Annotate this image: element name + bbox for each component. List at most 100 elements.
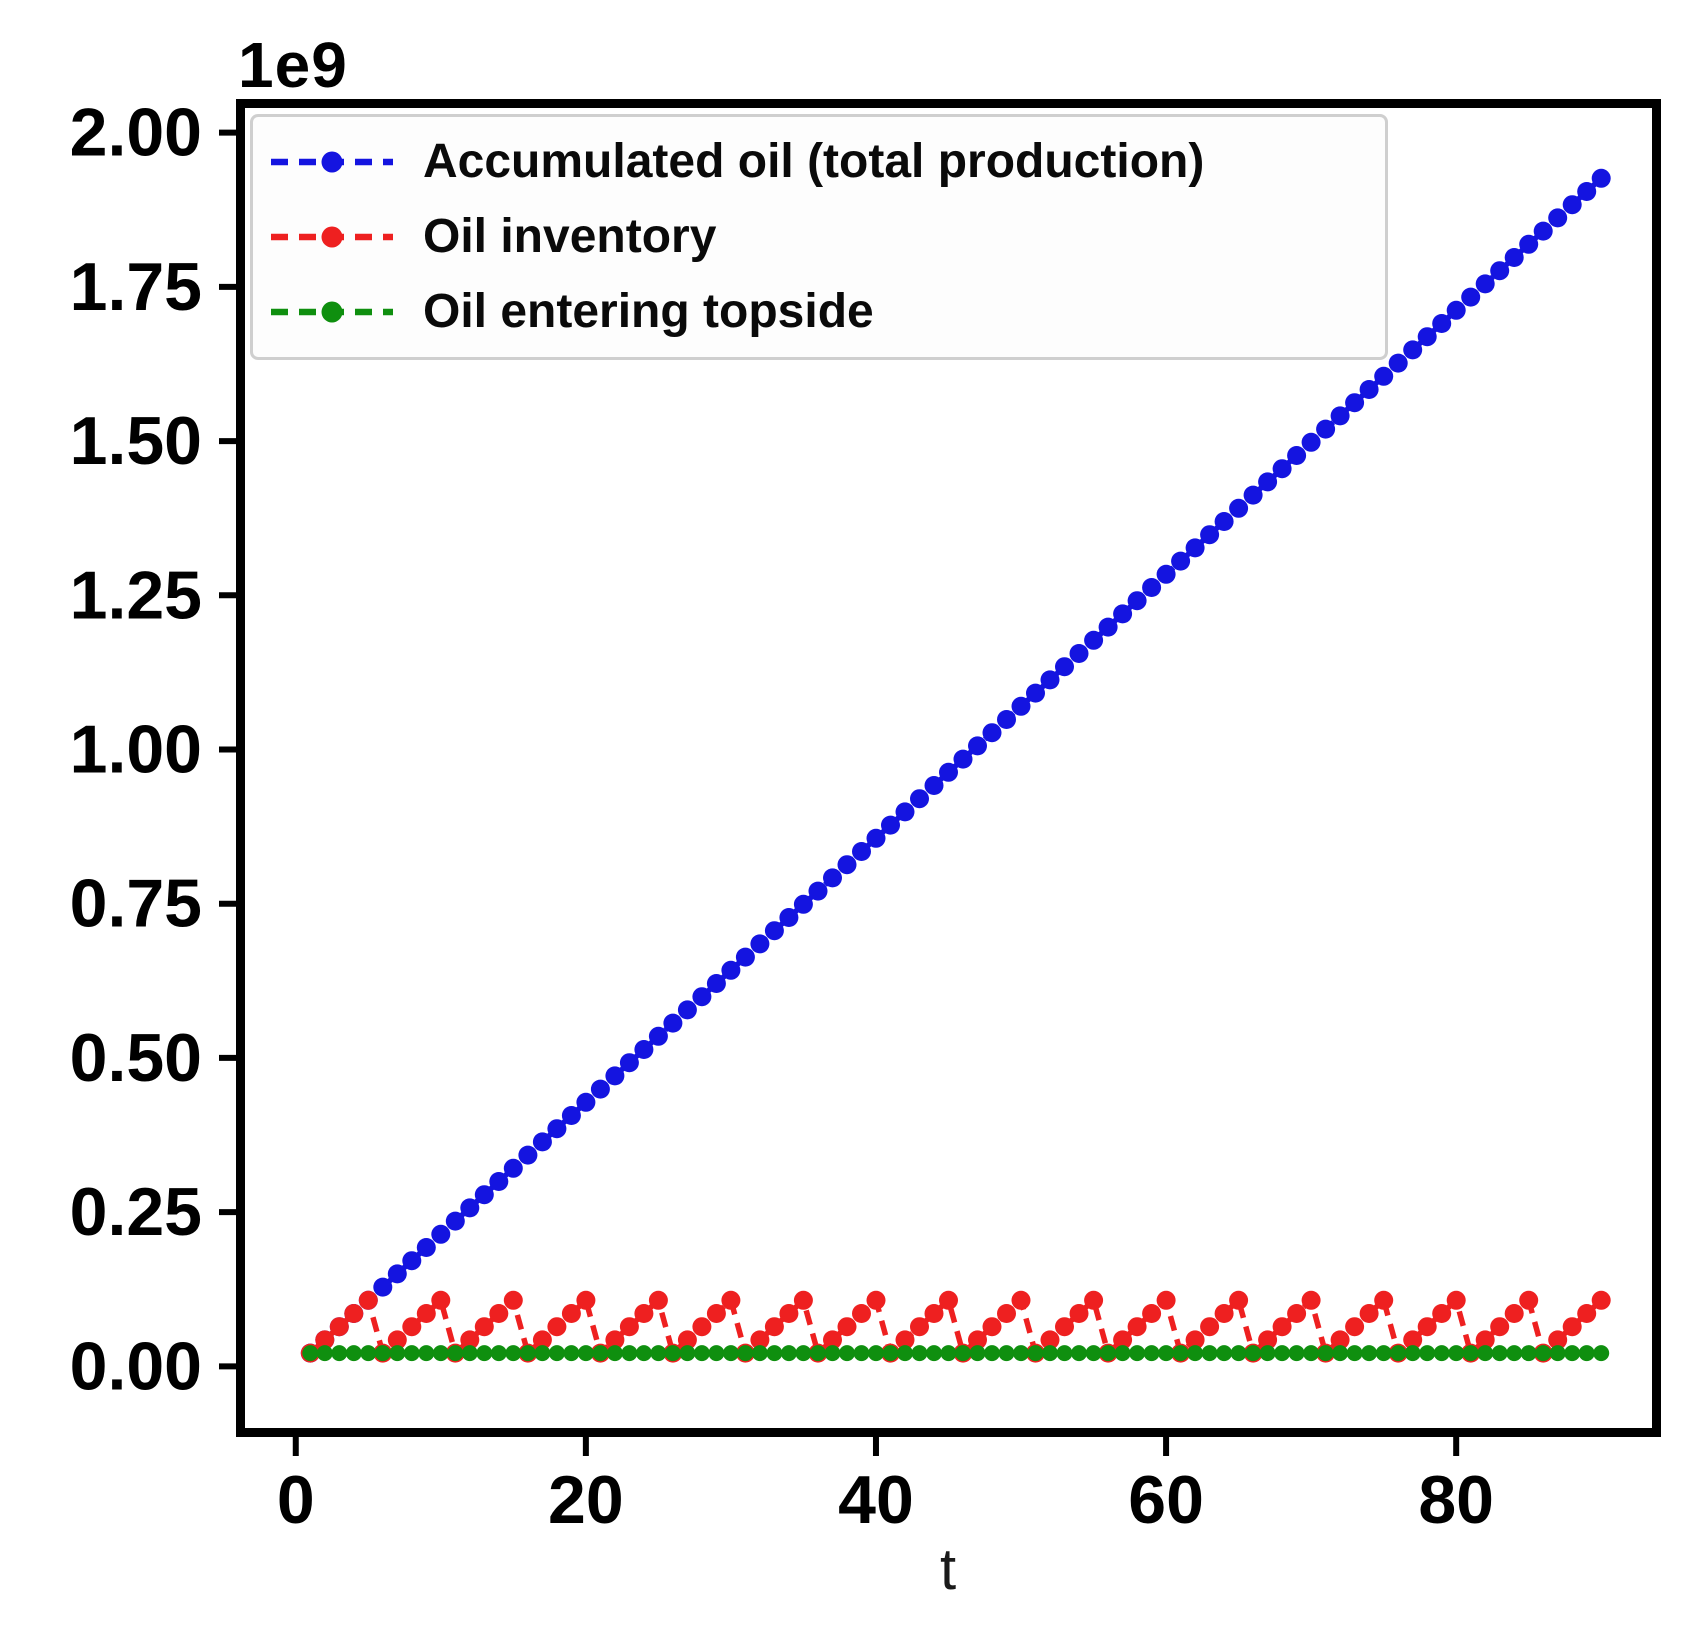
series-marker-oil-entering-topside [374,1345,391,1362]
series-marker-oil-inventory [1142,1304,1162,1323]
series-marker-oil-inventory [1577,1304,1597,1323]
series-marker-accumulated-oil-total-production [1243,485,1263,505]
series-marker-accumulated-oil-total-production [1577,182,1597,201]
series-marker-accumulated-oil-total-production [1185,538,1205,558]
series-marker-accumulated-oil-total-production [1113,604,1133,624]
y-tick-label: 0.50 [70,1020,202,1096]
y-tick-label: 1.25 [70,557,202,633]
series-marker-accumulated-oil-total-production [1403,340,1423,360]
series-marker-oil-entering-topside [548,1345,565,1362]
series-marker-oil-inventory [1330,1330,1350,1350]
legend-marker-dot [321,301,343,323]
series-marker-oil-inventory [358,1290,378,1310]
series-marker-oil-inventory [416,1304,436,1323]
series-marker-oil-entering-topside [461,1345,478,1362]
series-marker-oil-entering-topside [766,1345,783,1362]
series-marker-oil-entering-topside [955,1345,971,1362]
series-marker-accumulated-oil-total-production [808,881,828,901]
series-marker-accumulated-oil-total-production [402,1251,422,1271]
series-marker-oil-inventory [387,1330,407,1350]
series-marker-oil-inventory [1069,1304,1089,1323]
series-marker-oil-entering-topside [505,1345,522,1362]
series-marker-accumulated-oil-total-production [445,1211,465,1231]
series-marker-oil-entering-topside [389,1345,406,1362]
series-marker-accumulated-oil-total-production [1287,446,1307,465]
x-tick-label: 80 [1418,1462,1494,1538]
series-marker-accumulated-oil-total-production [1533,221,1553,241]
series-marker-accumulated-oil-total-production [1432,314,1452,333]
y-tick-label: 0.75 [70,866,202,942]
series-marker-oil-entering-topside [1332,1345,1349,1362]
legend-marker-dot [321,226,343,248]
series-marker-oil-entering-topside [1477,1345,1494,1362]
series-marker-oil-inventory [648,1290,668,1310]
series-marker-oil-inventory [1229,1290,1249,1310]
y-tick-label: 2.00 [70,95,202,171]
series-marker-accumulated-oil-total-production [1504,248,1524,267]
series-marker-oil-inventory [344,1304,364,1323]
series-marker-oil-inventory [431,1290,451,1310]
series-marker-accumulated-oil-total-production [1475,274,1495,294]
series-marker-accumulated-oil-total-production [706,974,726,993]
series-marker-accumulated-oil-total-production [431,1224,451,1244]
series-marker-accumulated-oil-total-production [619,1053,639,1073]
legend-sample-line [271,301,393,323]
series-marker-oil-inventory [1185,1330,1205,1350]
series-marker-oil-entering-topside [679,1345,696,1362]
series-marker-accumulated-oil-total-production [968,736,987,756]
series-marker-oil-inventory [910,1317,929,1337]
series-marker-oil-inventory [503,1290,523,1310]
series-marker-oil-inventory [1345,1317,1365,1337]
series-marker-accumulated-oil-total-production [1359,380,1379,399]
plot-series-group [300,168,1611,1363]
series-marker-oil-inventory [1519,1290,1539,1310]
series-marker-oil-entering-topside [432,1345,449,1362]
series-marker-accumulated-oil-total-production [866,828,886,848]
series-marker-oil-entering-topside [1390,1345,1407,1362]
series-marker-oil-entering-topside [722,1345,739,1362]
series-marker-oil-inventory [1040,1330,1060,1350]
series-marker-accumulated-oil-total-production [1055,657,1074,677]
x-tick-label: 60 [1128,1462,1204,1538]
series-marker-accumulated-oil-total-production [1591,168,1611,188]
series-marker-oil-inventory [329,1317,349,1337]
y-tick-label: 1.50 [70,403,202,479]
series-marker-oil-inventory [924,1304,944,1323]
series-marker-oil-entering-topside [1143,1345,1160,1362]
series-marker-oil-entering-topside [519,1345,536,1362]
series-marker-accumulated-oil-total-production [1142,578,1162,597]
series-marker-oil-entering-topside [1129,1345,1146,1362]
series-marker-oil-entering-topside [751,1345,768,1362]
series-marker-accumulated-oil-total-production [503,1158,523,1178]
y-tick-label: 0.00 [70,1328,202,1404]
series-marker-accumulated-oil-total-production [1040,670,1060,690]
series-marker-oil-entering-topside [868,1345,884,1362]
series-marker-oil-entering-topside [1433,1345,1450,1362]
series-marker-oil-inventory [1200,1317,1220,1337]
series-marker-oil-entering-topside [1172,1345,1189,1362]
series-marker-oil-entering-topside [316,1345,333,1362]
series-marker-accumulated-oil-total-production [735,947,755,967]
series-marker-oil-entering-topside [447,1345,464,1362]
series-marker-oil-entering-topside [1187,1345,1204,1362]
series-marker-oil-entering-topside [418,1345,435,1362]
series-marker-oil-entering-topside [882,1345,899,1362]
legend-item: Accumulated oil (total production) [267,138,1375,186]
series-marker-accumulated-oil-total-production [910,789,929,809]
legend-item: Oil inventory [267,212,1375,261]
series-marker-accumulated-oil-total-production [1026,683,1045,703]
series-marker-accumulated-oil-total-production [939,762,958,782]
legend: Accumulated oil (total production) Oil i… [250,114,1388,360]
series-marker-oil-inventory [460,1330,480,1350]
series-marker-oil-entering-topside [795,1345,812,1362]
series-marker-oil-inventory [750,1330,770,1350]
series-marker-oil-inventory [619,1317,639,1337]
series-marker-oil-entering-topside [1578,1345,1595,1362]
series-marker-accumulated-oil-total-production [953,749,973,769]
series-marker-accumulated-oil-total-production [1388,353,1408,373]
series-marker-accumulated-oil-total-production [1548,208,1568,228]
series-marker-accumulated-oil-total-production [605,1066,625,1086]
series-marker-oil-entering-topside [1549,1345,1566,1362]
series-marker-accumulated-oil-total-production [518,1145,538,1165]
